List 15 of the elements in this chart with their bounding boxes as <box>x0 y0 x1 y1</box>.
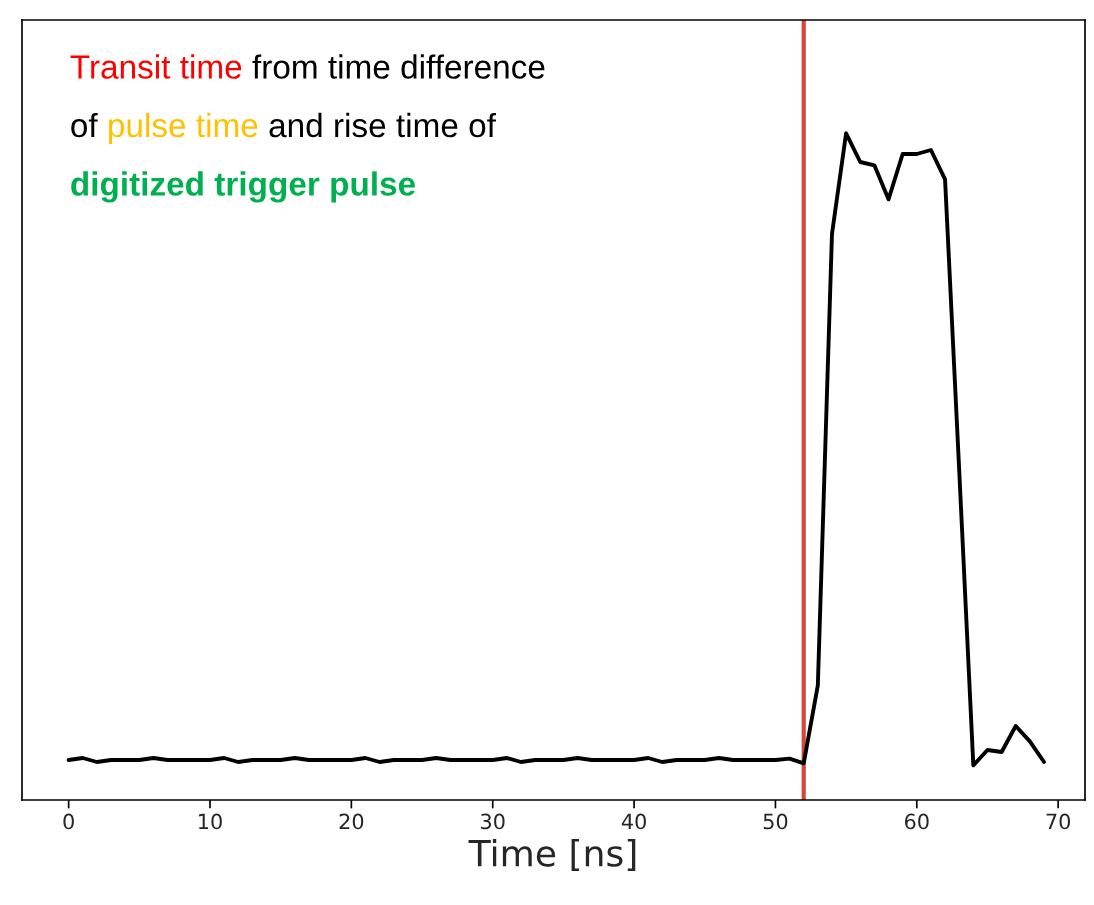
x-tick-label: 10 <box>199 813 222 830</box>
x-axis-title: Time [ns] <box>468 838 636 872</box>
text: Transit time <box>70 54 242 79</box>
x-tick-label: 50 <box>763 813 788 830</box>
x-tick-label: 40 <box>621 813 646 830</box>
x-tick-label: 60 <box>904 813 929 830</box>
annotation: pulse time <box>109 112 258 144</box>
text: from time difference <box>252 54 545 79</box>
annotation: of <box>71 112 98 138</box>
annotation: digitized trigger pulse <box>71 171 416 203</box>
x-tick-label: 20 <box>339 813 364 830</box>
x-tick-label: 30 <box>481 813 505 830</box>
x-tick-label: 70 <box>1046 813 1071 830</box>
x-tick-label: 0 <box>63 813 74 830</box>
annotation: and rise time of <box>269 112 496 138</box>
